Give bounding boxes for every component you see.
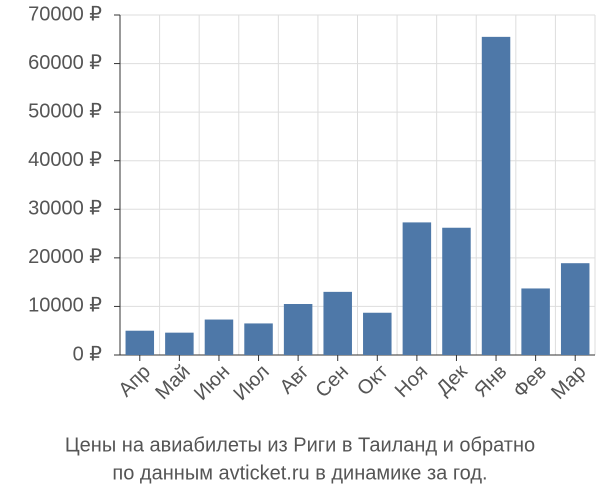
y-tick-label: 50000 ₽ bbox=[28, 100, 102, 122]
bar bbox=[283, 304, 313, 355]
y-tick-label: 30000 ₽ bbox=[28, 198, 102, 220]
x-tick-label: Сен bbox=[312, 361, 353, 402]
y-tick-label: 0 ₽ bbox=[73, 343, 103, 365]
y-tick-label: 20000 ₽ bbox=[28, 246, 102, 268]
bar bbox=[560, 263, 590, 355]
bar bbox=[363, 312, 392, 355]
bar bbox=[442, 227, 471, 355]
y-tick-label: 70000 ₽ bbox=[28, 3, 102, 25]
y-tick-label: 40000 ₽ bbox=[28, 149, 102, 171]
x-tick-label: Авг bbox=[276, 361, 314, 399]
y-tick-label: 60000 ₽ bbox=[28, 52, 102, 74]
x-tick-label: Июл bbox=[230, 361, 274, 405]
x-tick-label: Июн bbox=[190, 361, 234, 405]
bar bbox=[481, 36, 511, 355]
bar bbox=[165, 332, 194, 355]
bar bbox=[402, 222, 432, 355]
x-tick-label: Апр bbox=[115, 361, 156, 402]
chart-title: Цены на авиабилеты из Риги в Таиланд и о… bbox=[65, 434, 535, 456]
x-tick-label: Мар bbox=[547, 361, 590, 404]
x-tick-label: Янв bbox=[470, 361, 511, 402]
x-tick-label: Фев bbox=[509, 361, 551, 403]
bar bbox=[125, 330, 155, 355]
chart-title: по данным avticket.ru в динамике за год. bbox=[112, 462, 487, 484]
bar bbox=[323, 291, 352, 355]
bar bbox=[244, 323, 273, 355]
bar bbox=[521, 288, 550, 355]
x-tick-label: Окт bbox=[353, 361, 392, 400]
bar bbox=[204, 319, 234, 355]
x-tick-label: Дек bbox=[433, 361, 472, 400]
x-tick-label: Ноя bbox=[391, 361, 432, 402]
x-tick-label: Май bbox=[151, 361, 194, 404]
y-tick-label: 10000 ₽ bbox=[28, 295, 102, 317]
